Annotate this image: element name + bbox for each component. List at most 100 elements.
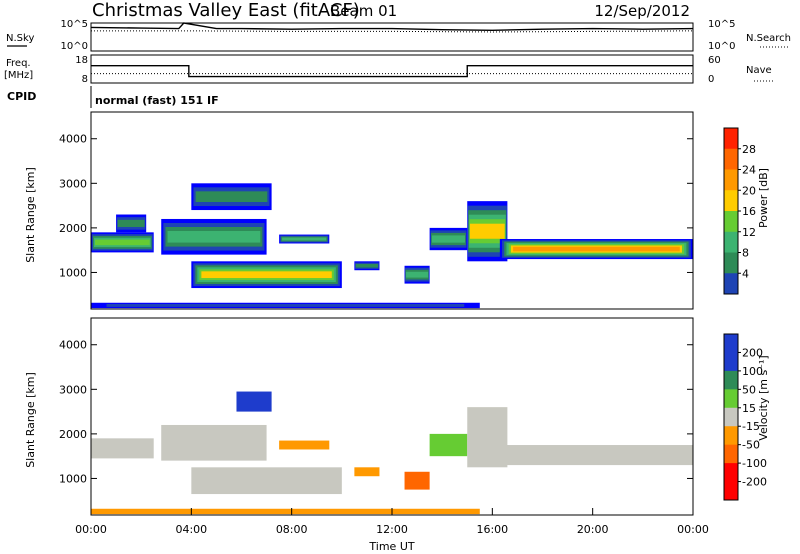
power-band-mark xyxy=(167,231,261,243)
power-y-ticks: 1000 2000 3000 4000 xyxy=(59,133,693,279)
y-tick-label: 4000 xyxy=(59,133,87,146)
colorbar-swatch xyxy=(724,231,738,253)
power-band-mark xyxy=(355,263,379,268)
power-frame xyxy=(90,111,694,310)
y-tick-label: 2000 xyxy=(59,222,87,235)
freq-left-label: Freq. xyxy=(6,58,31,69)
power-band-mark xyxy=(282,237,327,241)
colorbar-swatch xyxy=(724,334,738,353)
noise-search-line xyxy=(91,30,694,33)
y-tick-label: 3000 xyxy=(59,383,87,396)
colorbar-swatch xyxy=(724,444,738,464)
power-band-mark xyxy=(406,271,429,278)
colorbar-tick-label: 28 xyxy=(742,143,756,156)
power-band-mark xyxy=(117,219,145,227)
velocity-band-mark xyxy=(404,471,430,490)
colorbar-tick-label: -15 xyxy=(742,420,760,433)
velocity-colorbar-label: Velocity [m s⁻¹] xyxy=(757,355,770,440)
power-data xyxy=(91,183,693,309)
freq-left-label-unit: [MHz] xyxy=(4,70,33,81)
colorbar-swatch xyxy=(724,407,738,427)
noise-left-tick-bottom: 10^0 xyxy=(61,41,88,52)
velocity-colorbar: 200 100 50 15 -15 -50 -100 -200 xyxy=(723,333,767,501)
colorbar-tick-label: -50 xyxy=(742,439,760,452)
y-tick-label: 4000 xyxy=(59,339,87,352)
colorbar-tick-label: 12 xyxy=(742,226,756,239)
power-colorbar: 4 8 12 16 20 24 28 xyxy=(723,127,756,295)
time-x-ticks: 00:00 04:00 08:00 12:00 16:00 20:00 00:00 xyxy=(75,508,709,536)
colorbar-tick-label: 8 xyxy=(742,247,749,260)
colorbar-tick-label: 100 xyxy=(742,365,763,378)
x-tick-label: 08:00 xyxy=(276,523,308,536)
x-tick-label: 04:00 xyxy=(175,523,207,536)
velocity-band-mark xyxy=(191,467,342,495)
colorbar-swatch xyxy=(724,273,738,295)
cpid-row: CPID normal (fast) 151 IF xyxy=(7,86,219,108)
power-band-mark xyxy=(95,239,150,246)
colorbar-swatch xyxy=(724,463,738,483)
velocity-data xyxy=(91,391,693,515)
colorbar-frame xyxy=(723,333,739,501)
velocity-band-mark xyxy=(279,440,330,450)
colorbar-swatch xyxy=(724,169,738,191)
velocity-y-axis-label: Slant Range [km] xyxy=(24,372,37,468)
velocity-band-mark xyxy=(499,445,693,466)
colorbar-tick-label: 24 xyxy=(742,164,756,177)
frequency-panel: Freq. [MHz] 18 8 60 0 Nave xyxy=(4,54,774,85)
noise-right-label: N.Search xyxy=(746,33,791,44)
velocity-panel: 1000 2000 3000 4000 Slant Range [km] 200 100… xyxy=(24,317,770,553)
freq-right-tick-top: 60 xyxy=(708,55,721,66)
velocity-band-mark xyxy=(354,467,380,477)
noise-left-tick-top: 10^5 xyxy=(61,19,88,30)
colorbar-tick-label: 20 xyxy=(742,184,756,197)
power-band-mark xyxy=(513,246,680,252)
y-tick-label: 1000 xyxy=(59,266,87,279)
velocity-band-mark xyxy=(429,433,468,457)
colorbar-swatch xyxy=(724,370,738,390)
colorbar-swatch xyxy=(724,352,738,372)
noise-right-tick-top: 10^5 xyxy=(708,19,735,30)
colorbar-tick-label: -200 xyxy=(742,476,767,489)
date-label: 12/Sep/2012 xyxy=(594,2,690,20)
velocity-y-ticks: 1000 2000 3000 4000 xyxy=(59,339,693,485)
figure-title: Christmas Valley East (fitACF) xyxy=(92,0,360,21)
velocity-band-mark xyxy=(91,508,480,515)
freq-line xyxy=(91,64,693,78)
colorbar-tick-label: -100 xyxy=(742,457,767,470)
x-tick-label: 20:00 xyxy=(577,523,609,536)
freq-left-tick-bottom: 8 xyxy=(82,74,88,85)
colorbar-swatch xyxy=(724,481,738,501)
power-band-mark xyxy=(195,191,268,203)
cpid-mode: normal (fast) 151 IF xyxy=(95,94,219,107)
colorbar-swatch xyxy=(724,128,738,150)
velocity-band-mark xyxy=(236,391,272,412)
colorbar-tick-label: 200 xyxy=(742,346,763,359)
power-y-axis-label: Slant Range [km] xyxy=(24,167,37,263)
power-band-mark xyxy=(201,271,332,279)
freq-left-tick-top: 18 xyxy=(75,55,88,66)
colorbar-swatch xyxy=(724,190,738,212)
noise-left-label: N.Sky xyxy=(6,33,34,44)
colorbar-swatch xyxy=(724,252,738,274)
colorbar-swatch xyxy=(724,389,738,409)
noise-right-tick-bottom: 10^0 xyxy=(708,41,735,52)
velocity-band-mark xyxy=(161,424,267,461)
colorbar-tick-label: 16 xyxy=(742,205,756,218)
x-tick-label: 00:00 xyxy=(677,523,709,536)
velocity-band-mark xyxy=(91,438,154,459)
x-tick-label: 00:00 xyxy=(75,523,107,536)
power-panel: 1000 2000 3000 4000 Slant Range [km] 4 8 12 16… xyxy=(24,111,770,310)
power-band-mark xyxy=(106,303,465,307)
time-x-axis-label: Time UT xyxy=(368,540,414,553)
y-tick-label: 1000 xyxy=(59,472,87,485)
power-band-mark xyxy=(469,223,505,239)
y-tick-label: 2000 xyxy=(59,428,87,441)
colorbar-tick-label: 4 xyxy=(742,267,749,280)
y-tick-label: 3000 xyxy=(59,177,87,190)
colorbar-tick-label: 15 xyxy=(742,402,756,415)
freq-frame xyxy=(90,54,694,84)
power-colorbar-label: Power [dB] xyxy=(757,168,770,228)
colorbar-swatch xyxy=(724,426,738,446)
freq-right-label: Nave xyxy=(746,65,772,76)
